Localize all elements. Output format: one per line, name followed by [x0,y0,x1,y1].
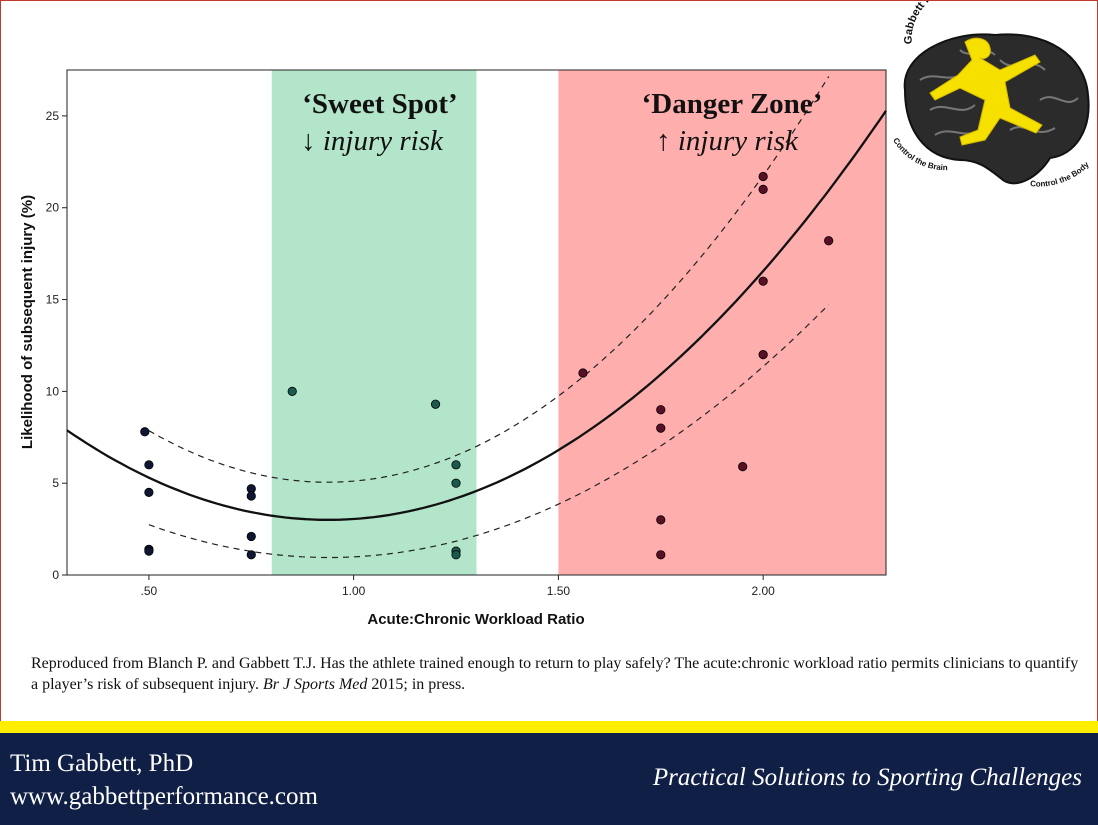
data-point [144,546,154,556]
fit-curve-layer [66,110,887,521]
data-point [758,171,768,182]
y-tick-label: 15 [46,293,60,307]
x-tick-label: 1.00 [342,584,366,598]
zone-title-danger-zone: ‘Danger Zone’ [642,88,823,120]
plot-area-frame [66,69,887,576]
y-tick-label: 25 [46,109,60,123]
data-point [451,478,461,488]
data-point [140,427,150,437]
fit-curve [66,110,887,521]
data-point [246,491,256,501]
y-tick-label: 5 [52,476,59,490]
data-point [246,531,256,542]
x-tick-label: 2.00 [751,584,775,598]
data-point [451,550,461,560]
data-point [738,462,748,472]
zone-band-danger-zone [558,70,886,575]
data-point [578,368,588,378]
data-point [656,405,666,415]
runner-icon [929,37,1043,146]
data-point [656,515,666,525]
x-tick-label: 1.50 [547,584,571,598]
x-axis-title: Acute:Chronic Workload Ratio [367,611,584,628]
y-axis-title: Likelihood of subsequent injury (%) [19,195,36,449]
data-point [758,184,768,194]
y-tick-label: 20 [46,201,60,215]
y-tick-label: 0 [52,568,59,582]
citation-year: 2015; in press. [371,676,466,693]
data-point [451,460,461,470]
accent-stripe [0,721,1098,733]
tagline: Practical Solutions to Sporting Challeng… [652,764,1082,791]
data-point [287,386,297,396]
zones-layer [271,70,886,575]
data-point [656,550,666,560]
zone-subtitle-danger-zone: ↑ injury risk [656,125,799,157]
data-point [246,550,256,560]
website-url[interactable]: www.gabbettperformance.com [10,783,318,810]
confidence-band [148,76,830,559]
footer: Tim Gabbett, PhD www.gabbettperformance.… [0,733,1098,825]
citation-journal: Br J Sports Med [262,676,368,693]
data-point [758,276,768,286]
author-name: Tim Gabbett, PhD [10,750,194,777]
data-point [824,236,834,246]
data-point [656,423,666,433]
data-point [144,487,154,497]
data-point [144,460,154,470]
axis-ticks: .50 1.00 1.50 2.00 0 5 10 15 20 25 [46,109,776,598]
ci-upper [148,76,830,483]
chart: .50 1.00 1.50 2.00 0 5 10 15 20 25 ‘Sweet Spot’ ↓… [19,0,1091,628]
zone-subtitle-sweet-spot: ↓ injury risk [301,125,444,157]
y-tick-label: 10 [46,384,60,398]
data-points [140,171,834,560]
zone-subtitle-text: injury risk [678,125,799,157]
down-arrow-icon: ↓ [301,125,316,157]
zone-band-sweet-spot [271,70,477,575]
x-tick-label: .50 [141,584,158,598]
citation-text: Reproduced from Blanch P. and Gabbett T.… [31,655,1079,693]
data-point [758,350,768,360]
data-point [430,399,441,409]
up-arrow-icon: ↑ [656,125,671,157]
citation: Reproduced from Blanch P. and Gabbett T.… [31,653,1081,695]
gabbett-logo: Gabbett Performance Solutions Control th… [891,0,1091,189]
ci-lower [148,304,830,559]
zone-subtitle-text: injury risk [323,125,444,157]
zone-title-sweet-spot: ‘Sweet Spot’ [302,88,457,120]
